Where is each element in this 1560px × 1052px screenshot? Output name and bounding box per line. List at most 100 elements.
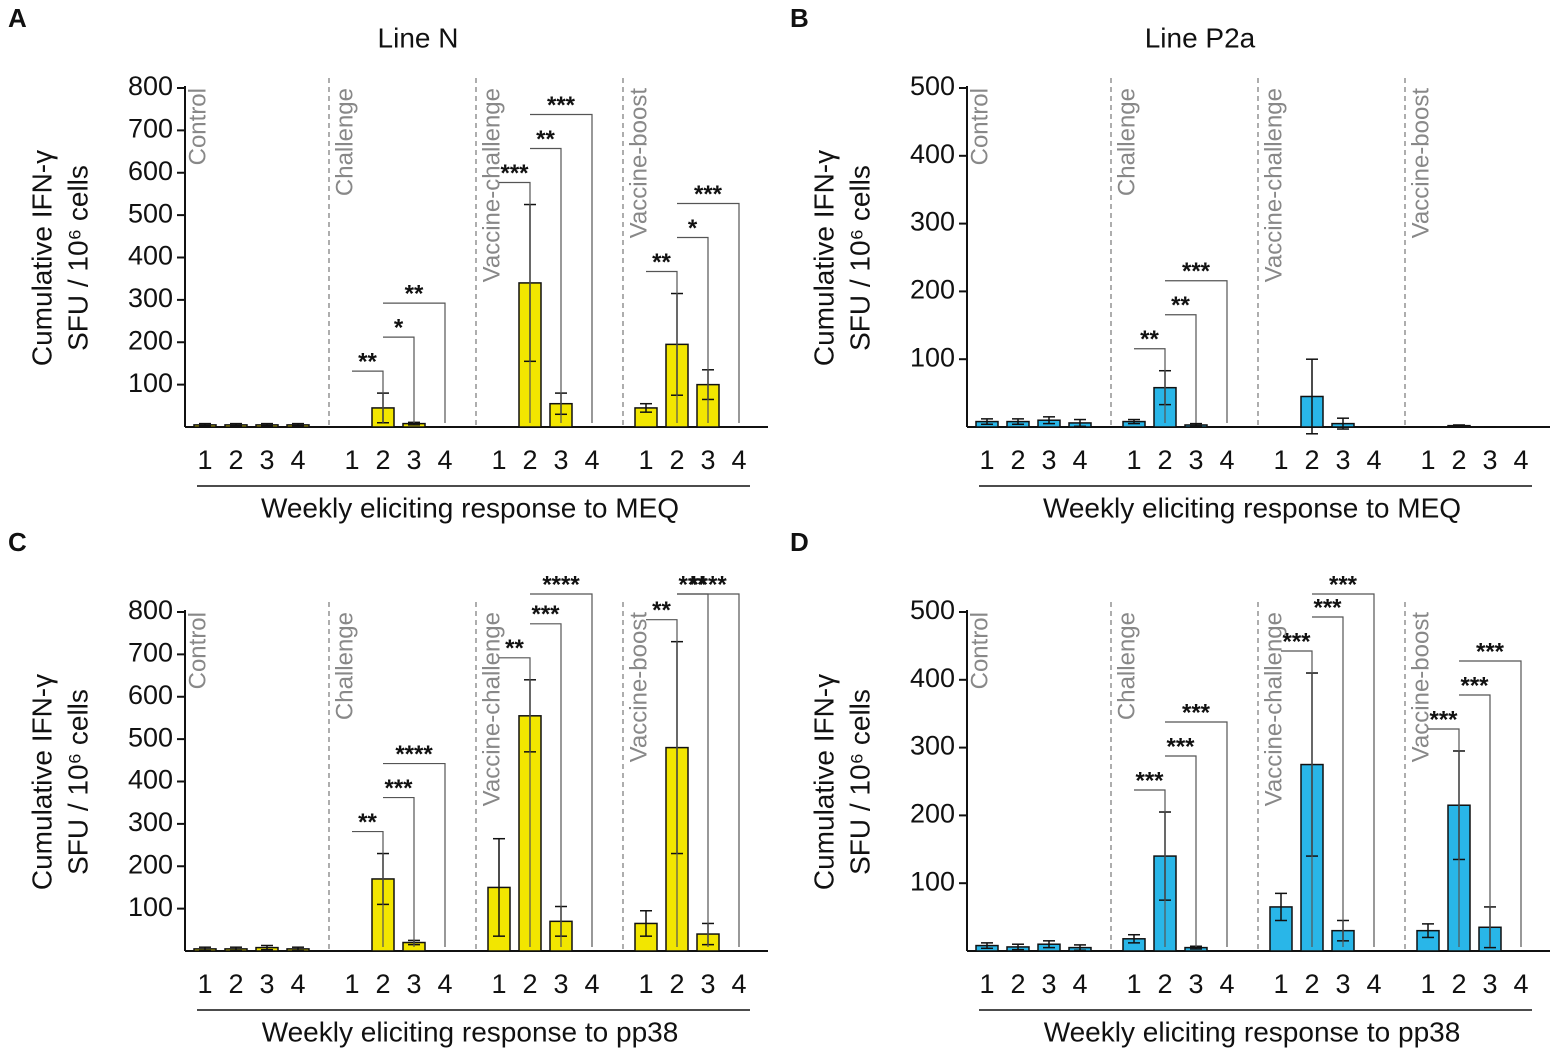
significance-label: *** [531,601,560,628]
error-bar [230,422,242,427]
error-bar [230,946,242,952]
x-tick-label: 4 [584,969,599,999]
significance-label: ** [358,809,377,836]
x-tick-label: 4 [731,969,746,999]
x-axis-label: Weekly eliciting response to pp38 [262,1016,679,1047]
y-tick-label: 100 [910,866,955,896]
x-tick-label: 2 [522,969,537,999]
group-label: Vaccine-boost [625,88,652,239]
x-tick-label: 4 [290,969,305,999]
error-bar [1012,418,1024,426]
x-tick-label: 2 [1451,445,1466,475]
error-bar [1306,358,1318,435]
error-bar [1190,422,1202,428]
x-tick-label: 2 [522,445,537,475]
significance-bracket [1312,616,1344,947]
x-tick-label: 3 [1041,445,1056,475]
x-tick-label: 2 [228,969,243,999]
x-tick-label: 4 [290,445,305,475]
x-tick-label: 1 [491,969,506,999]
y-tick-label: 200 [128,325,173,355]
x-tick-label: 3 [406,969,421,999]
significance-label: *** [1135,767,1164,794]
error-bar [1043,940,1055,949]
y-tick-label: 800 [128,71,173,101]
x-tick-label: 1 [1273,445,1288,475]
y-tick-label: 500 [910,71,955,101]
y-axis-label: Cumulative IFN-γ [26,150,57,366]
chart-title: Line N [378,22,459,53]
significance-bracket [530,623,562,947]
significance-bracket [352,830,384,947]
y-tick-label: 800 [128,595,173,625]
error-bar [1074,944,1086,952]
significance-label: *** [1182,699,1211,726]
y-tick-label: 500 [910,595,955,625]
x-tick-label: 3 [1188,445,1203,475]
group-label: Control [966,612,993,689]
significance-label: *** [384,775,413,802]
x-tick-label: 2 [1157,445,1172,475]
significance-label: *** [1282,628,1311,655]
error-bar [261,944,273,951]
y-tick-label: 100 [128,368,173,398]
x-tick-label: 2 [1010,445,1025,475]
error-bar [1422,923,1434,939]
y-axis-label: Cumulative IFN-γ [808,150,839,366]
panel-label: C [8,527,27,557]
x-tick-label: 1 [491,445,506,475]
significance-bracket [1428,728,1460,947]
x-tick-label: 4 [1219,445,1234,475]
error-bar [292,422,304,427]
error-bar [199,422,211,427]
significance-bracket [1165,314,1197,423]
significance-label: ** [1171,292,1190,319]
error-bar [1043,416,1055,425]
x-tick-label: 3 [1041,969,1056,999]
group-label: Control [184,612,211,689]
x-tick-label: 2 [669,445,684,475]
y-tick-label: 100 [910,342,955,372]
x-tick-label: 1 [1273,969,1288,999]
significance-label: **** [395,741,433,768]
group-label: Challenge [331,612,358,720]
significance-bracket [499,657,531,947]
y-tick-label: 400 [128,765,173,795]
error-bar [1012,943,1024,951]
y-axis-label: SFU / 10⁶ cells [62,165,93,351]
significance-bracket [383,302,446,423]
significance-label: * [688,215,698,242]
significance-label: *** [500,160,529,187]
y-axis-label: SFU / 10⁶ cells [62,689,93,875]
group-label: Control [184,88,211,165]
y-tick-label: 600 [128,156,173,186]
y-tick-label: 600 [128,680,173,710]
x-tick-label: 2 [1304,445,1319,475]
y-tick-label: 700 [128,638,173,668]
error-bar [1337,417,1349,430]
chart-title: Line P2a [1145,22,1256,53]
significance-bracket [383,796,415,947]
significance-label: *** [1460,672,1489,699]
x-tick-label: 1 [979,969,994,999]
significance-label: **** [689,571,727,598]
x-tick-label: 4 [731,445,746,475]
y-tick-label: 200 [128,849,173,879]
x-tick-label: 3 [1188,969,1203,999]
significance-bracket [1165,755,1197,947]
error-bar [292,946,304,952]
x-tick-label: 1 [197,969,212,999]
x-tick-label: 3 [700,969,715,999]
x-tick-label: 1 [344,969,359,999]
error-bar [1453,424,1465,428]
significance-label: ** [652,597,671,624]
error-bar [1074,418,1086,428]
y-tick-label: 400 [910,139,955,169]
x-tick-label: 4 [1072,969,1087,999]
group-label: Vaccine-challenge [478,612,505,806]
x-tick-label: 1 [638,969,653,999]
x-tick-label: 1 [1126,969,1141,999]
y-tick-label: 100 [128,892,173,922]
significance-bracket [530,113,593,423]
y-tick-label: 300 [910,207,955,237]
